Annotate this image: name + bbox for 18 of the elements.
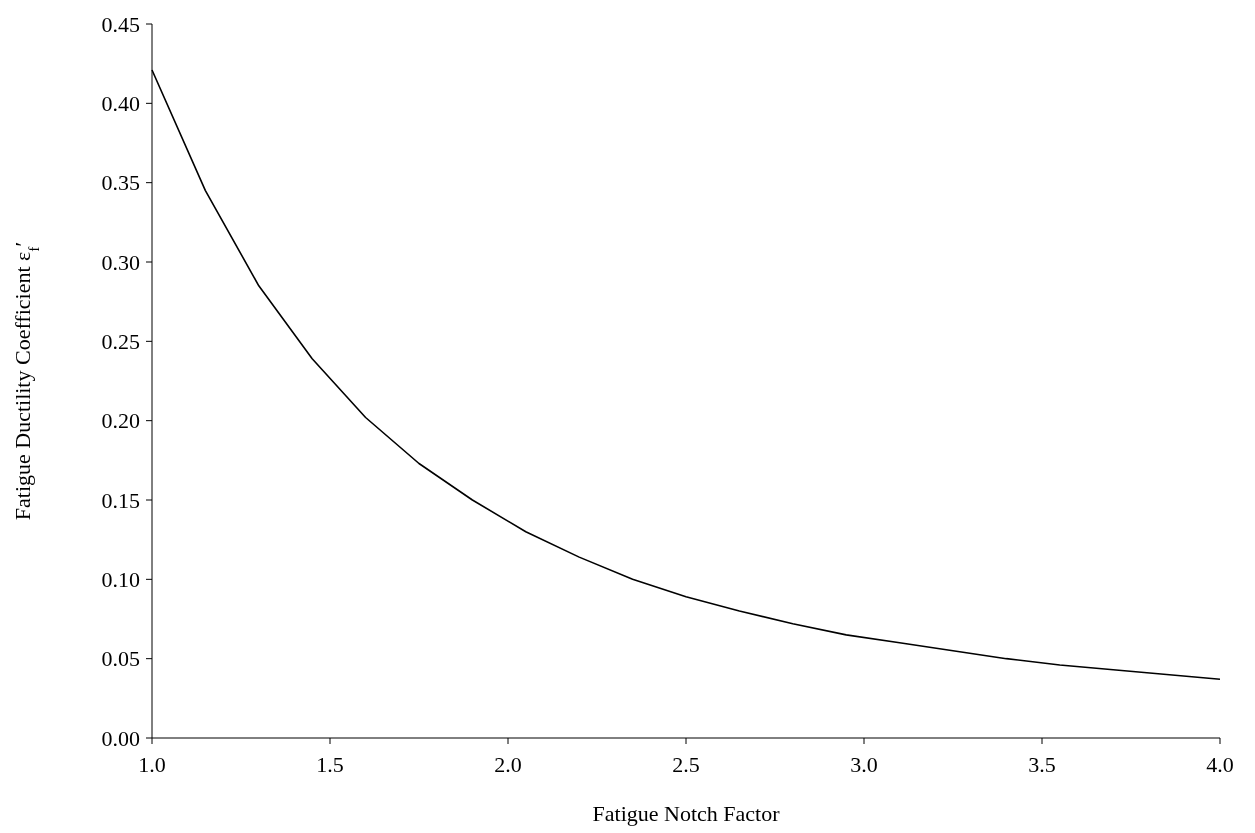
x-tick-label: 3.0 [850, 752, 878, 777]
y-tick-label: 0.35 [101, 170, 140, 196]
y-tick-label: 0.20 [101, 408, 140, 434]
x-tick-label: 2.0 [494, 752, 522, 777]
x-tick-label: 4.0 [1206, 752, 1234, 777]
y-tick-label: 0.05 [101, 646, 140, 672]
y-tick-label: 0.00 [101, 725, 140, 751]
y-tick-label: 0.15 [101, 487, 140, 513]
x-tick-label: 3.5 [1028, 752, 1056, 777]
x-tick-label: 1.5 [316, 752, 344, 777]
x-tick-label: 2.5 [672, 752, 700, 777]
y-tick-label: 0.25 [101, 329, 140, 355]
y-tick-label: 0.40 [101, 91, 140, 117]
y-tick-label: 0.10 [101, 567, 140, 593]
x-tick-label: 1.0 [138, 752, 166, 777]
y-tick-label: 0.30 [101, 249, 140, 275]
y-tick-label: 0.45 [101, 11, 140, 37]
x-axis-title: Fatigue Notch Factor [592, 801, 781, 826]
